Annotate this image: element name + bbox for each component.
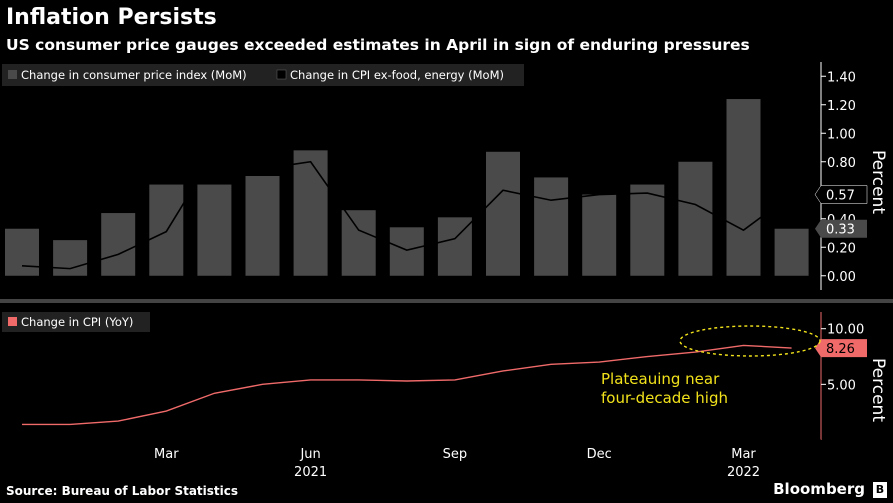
bottom-y-tick-label: 5.00 (827, 378, 856, 393)
x-year-label: 2021 (294, 465, 327, 480)
cpi-mom-bar (245, 176, 280, 276)
cpi-mom-bar (53, 240, 88, 276)
chart-subtitle: US consumer price gauges exceeded estima… (6, 36, 750, 54)
core-cpi-line (21, 152, 793, 270)
cpi-mom-bar (630, 184, 665, 276)
cpi-mom-bar (582, 194, 617, 276)
cpi-mom-bar (678, 161, 713, 276)
legend-label-core: Change in CPI ex-food, energy (MoM) (290, 68, 504, 82)
legend-label-cpi-mom: Change in consumer price index (MoM) (21, 68, 247, 82)
top-y-tick-label: 1.00 (827, 127, 856, 142)
top-y-tick-label: 0.20 (827, 241, 856, 256)
cpi-mom-bar (293, 150, 328, 276)
legend-swatch-yoy (8, 317, 17, 326)
cpi-mom-bar (726, 99, 761, 276)
cpi-mom-bar (389, 227, 424, 276)
bottom-y-tick-label: 10.00 (827, 323, 864, 338)
bottom-y-axis-title: Percent (868, 358, 888, 422)
bottom-last-value-tag (815, 339, 867, 358)
annotation-text: four-decade high (601, 389, 728, 407)
annotation-text: Plateauing near (601, 370, 720, 388)
cpi-mom-bar (341, 210, 376, 276)
x-tick-label: Mar (154, 447, 179, 462)
bottom-last-value-label: 8.26 (826, 342, 855, 357)
top-last-value-tag (815, 219, 867, 238)
x-tick-label: Mar (731, 447, 756, 462)
cpi-mom-bar (197, 184, 232, 276)
top-y-axis-title: Percent (868, 150, 888, 214)
legend-label-yoy: Change in CPI (YoY) (21, 315, 133, 329)
legend-swatch-core (276, 69, 287, 80)
cpi-mom-bar (5, 228, 39, 276)
bottom-legend-bg (2, 312, 150, 332)
cpi-mom-bar (101, 213, 136, 276)
top-last-value-tag (814, 185, 868, 204)
top-last-value-label: 0.57 (826, 189, 855, 204)
bloomberg-logo: Bloomberg (773, 480, 865, 498)
top-y-tick-label: 1.40 (827, 70, 856, 85)
top-y-tick-label: 0.00 (827, 270, 856, 285)
x-year-label: 2022 (727, 465, 760, 480)
cpi-mom-bar (534, 177, 569, 276)
top-last-value-label: 0.33 (826, 223, 855, 238)
x-tick-label: Jun (299, 447, 320, 462)
top-y-tick-label: 0.80 (827, 156, 856, 171)
bloomberg-mark-icon: B (873, 482, 887, 498)
chart-title: Inflation Persists (6, 5, 217, 30)
top-legend-bg (2, 64, 524, 86)
top-y-tick-label: 1.20 (827, 99, 856, 114)
panel-separator (0, 299, 893, 303)
cpi-mom-bar (486, 151, 520, 276)
cpi-yoy-line (22, 344, 792, 426)
x-tick-label: Sep (443, 447, 468, 462)
x-tick-label: Dec (587, 447, 612, 462)
source-note: Source: Bureau of Labor Statistics (6, 484, 239, 498)
legend-swatch-cpi-mom (8, 70, 17, 79)
cpi-mom-bar (774, 228, 809, 276)
annotation-ellipse (679, 325, 821, 357)
